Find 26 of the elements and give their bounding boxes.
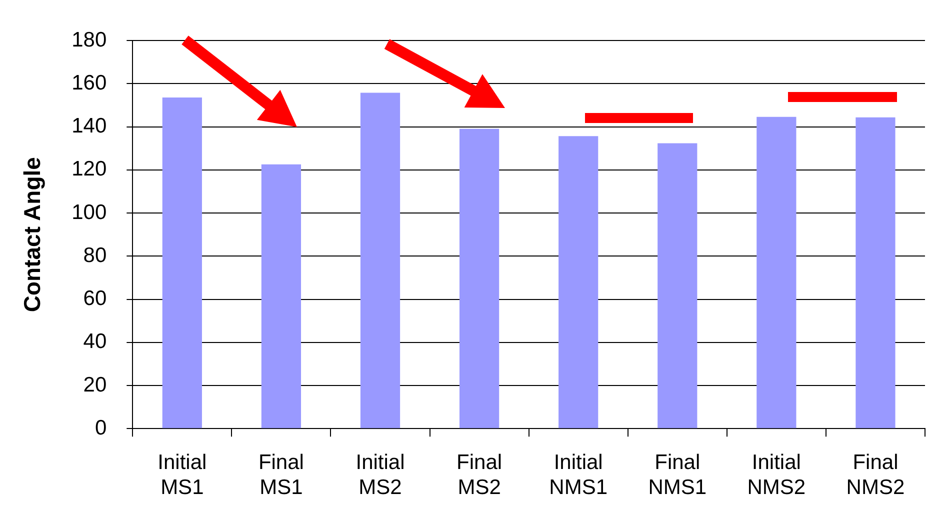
x-tick-label: Initial MS1 bbox=[158, 450, 207, 500]
y-tick-label: 100 bbox=[72, 200, 107, 224]
y-axis-title: Contact Angle bbox=[19, 157, 46, 312]
y-tick-label: 60 bbox=[83, 287, 107, 310]
bar bbox=[459, 128, 500, 428]
y-tick-label: 80 bbox=[83, 244, 107, 267]
x-tick-label: Initial NMS1 bbox=[549, 450, 608, 500]
x-tick-label: Initial MS2 bbox=[356, 450, 405, 500]
x-tick-label: Final MS1 bbox=[258, 450, 304, 500]
x-tick-label: Initial NMS2 bbox=[747, 450, 806, 500]
x-tick-label: Final NMS1 bbox=[648, 450, 707, 500]
bar bbox=[558, 136, 598, 428]
y-tick-label: 180 bbox=[72, 28, 107, 52]
bar bbox=[261, 164, 302, 428]
y-tick-label: 40 bbox=[83, 330, 107, 354]
bar bbox=[756, 116, 796, 428]
bar bbox=[360, 92, 400, 428]
x-tick-label: Final NMS2 bbox=[846, 450, 905, 500]
y-tick-label: 0 bbox=[94, 416, 107, 440]
y-tick-label: 140 bbox=[72, 114, 107, 138]
y-tick-label: 20 bbox=[83, 373, 107, 396]
y-tick-label: 160 bbox=[72, 72, 107, 95]
bar bbox=[856, 117, 896, 428]
bar bbox=[658, 143, 698, 428]
y-tick-label: 120 bbox=[72, 158, 107, 181]
x-tick-label: Final MS2 bbox=[456, 450, 502, 500]
